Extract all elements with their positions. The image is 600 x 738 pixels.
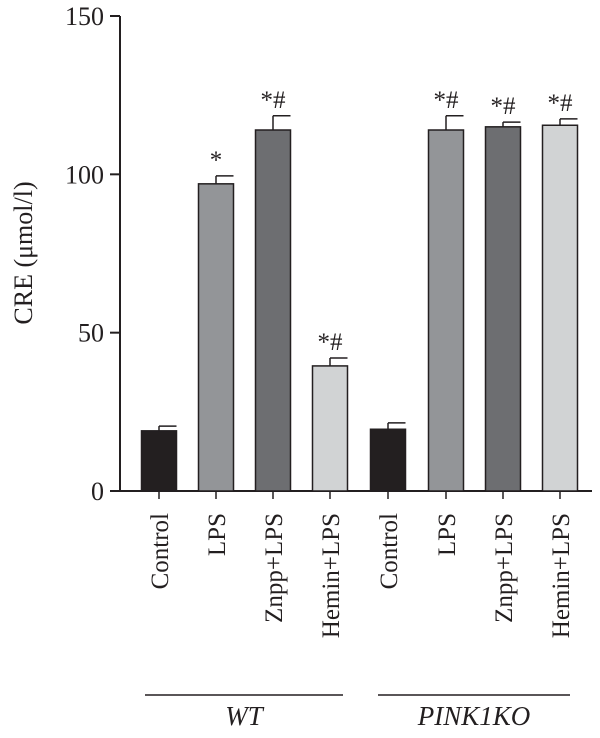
significance-label: * xyxy=(210,147,223,174)
significance-label: *# xyxy=(261,87,287,114)
bar xyxy=(254,129,292,492)
bar xyxy=(427,129,465,492)
y-tick-label: 100 xyxy=(65,160,104,189)
significance-label: *# xyxy=(318,329,344,356)
category-label: Hemin+LPS xyxy=(318,513,345,638)
bar xyxy=(369,428,407,492)
bar xyxy=(484,126,522,492)
category-label: Znpp+LPS xyxy=(261,513,288,623)
significance-label: *# xyxy=(434,87,460,114)
group-labels: WT PINK1KO xyxy=(145,694,570,731)
category-label: LPS xyxy=(434,513,461,556)
bar xyxy=(197,183,235,492)
significance-label: *# xyxy=(491,93,517,120)
category-label: LPS xyxy=(204,513,231,556)
y-axis-title: CRE (μmol/l) xyxy=(9,181,38,324)
bar xyxy=(311,365,349,492)
group-label: WT xyxy=(225,701,264,731)
category-label: Hemin+LPS xyxy=(548,513,575,638)
category-labels: Control LPS Znpp+LPS Hemin+LPS Control LPS Znp… xyxy=(147,513,575,638)
category-label: Znpp+LPS xyxy=(491,513,518,623)
category-label: Control xyxy=(376,513,403,589)
significance-label: *# xyxy=(548,90,574,117)
category-label: Control xyxy=(147,513,174,589)
group-label: PINK1KO xyxy=(417,701,531,731)
y-tick-label: 50 xyxy=(78,319,104,348)
bar xyxy=(541,124,579,492)
bar xyxy=(140,430,178,492)
bars: * *# *# *# *# *# xyxy=(140,87,579,499)
y-tick-label: 0 xyxy=(91,477,104,506)
y-tick-label: 150 xyxy=(65,2,104,31)
